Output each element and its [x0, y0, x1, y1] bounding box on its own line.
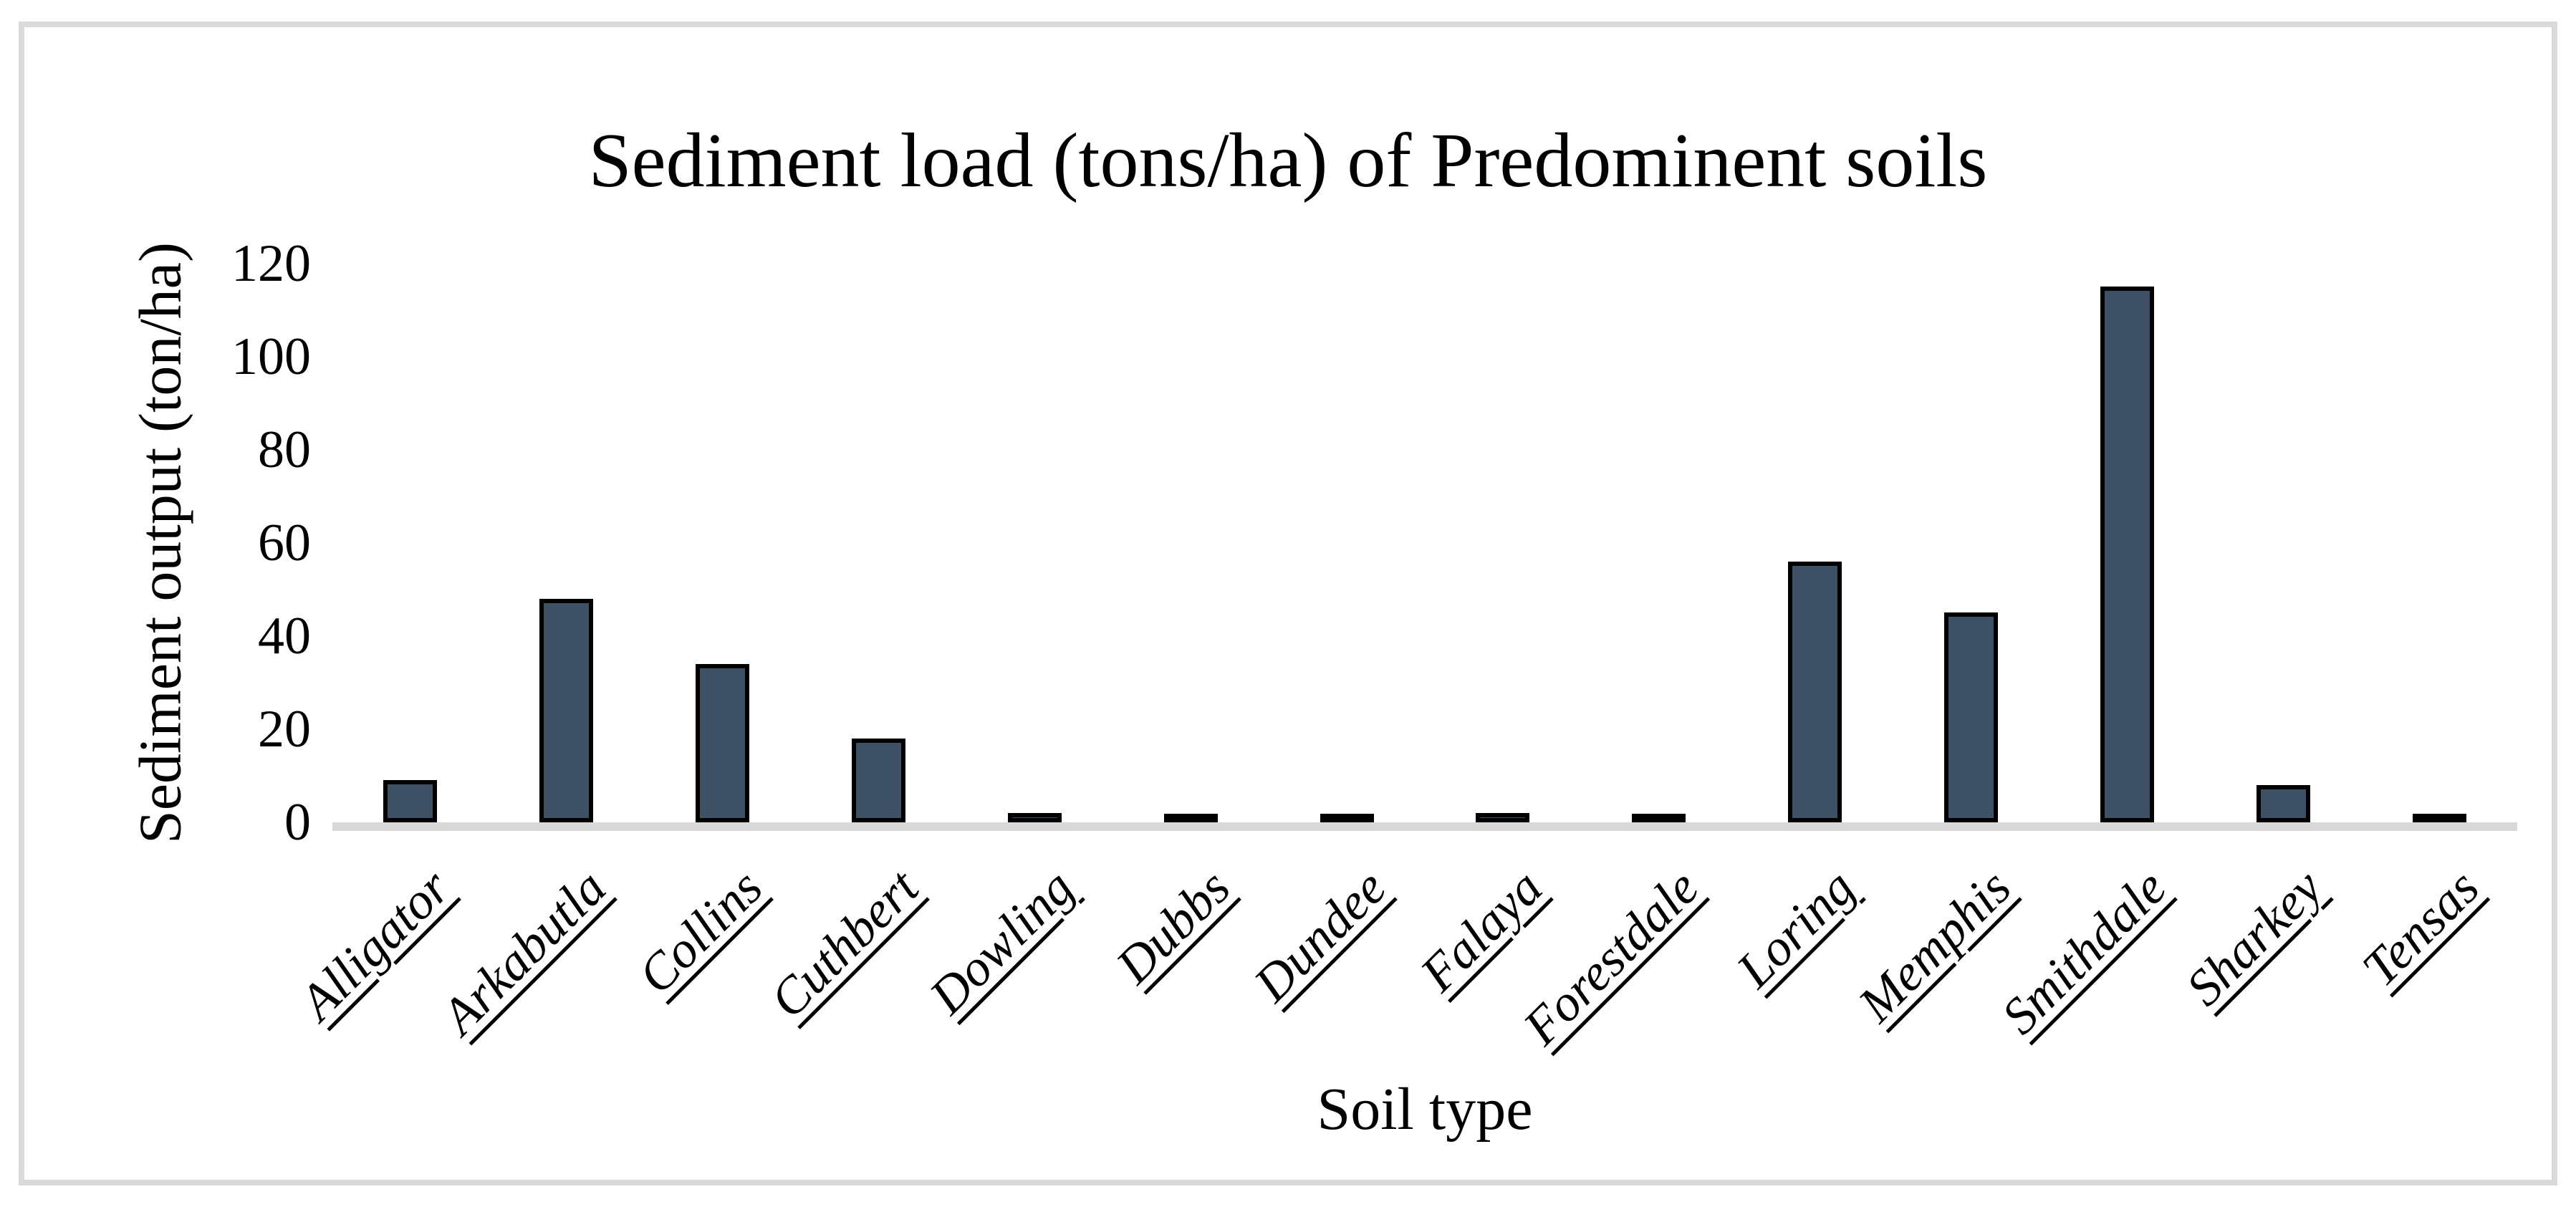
- y-tick-label-20: 20: [258, 700, 311, 759]
- bar-dowling: [1008, 813, 1062, 822]
- y-tick-label-60: 60: [258, 514, 311, 572]
- y-tick-label-40: 40: [258, 607, 311, 665]
- bar-arkabutla: [539, 599, 593, 822]
- y-tick-label-120: 120: [231, 234, 311, 293]
- bar-cuthbert: [852, 739, 905, 822]
- y-tick-label-0: 0: [284, 793, 311, 852]
- chart-border-frame: Sediment load (tons/ha) of Predominent s…: [19, 21, 2557, 1186]
- bar-dubbs: [1164, 814, 1218, 822]
- category-label-dubbs: Dubbs: [1105, 858, 1241, 995]
- category-label-sharkey: Sharkey: [2175, 858, 2334, 1017]
- bar-collins: [696, 664, 749, 822]
- bar-falaya: [1476, 813, 1529, 822]
- bar-memphis: [1944, 612, 1998, 822]
- bar-sharkey: [2257, 785, 2310, 822]
- plot-area: 0 20 40 60 80 100 120 Alligator Arkabutla Collins…: [231, 237, 2517, 1056]
- bar-dundee: [1320, 814, 1374, 822]
- x-axis-line: [332, 822, 2517, 831]
- bar-loring: [1788, 562, 1842, 822]
- chart-title: Sediment load (tons/ha) of Predominent s…: [588, 118, 1988, 203]
- category-label-falaya: Falaya: [1409, 858, 1554, 1003]
- category-label-dowling: Dowling: [918, 858, 1085, 1025]
- bar-tensas: [2413, 814, 2466, 822]
- category-label-cuthbert: Cuthbert: [759, 858, 930, 1029]
- y-tick-label-100: 100: [231, 327, 311, 386]
- category-label-arkabutla: Arkabutla: [430, 858, 617, 1045]
- y-tick-label-80: 80: [258, 420, 311, 479]
- x-axis-title: Soil type: [1317, 1076, 1533, 1143]
- category-label-loring: Loring: [1725, 858, 1866, 999]
- bar-smithdale: [2100, 287, 2154, 822]
- category-label-smithdale: Smithdale: [1990, 858, 2178, 1045]
- category-label-dundee: Dundee: [1243, 858, 1398, 1013]
- category-label-tensas: Tensas: [2350, 858, 2490, 997]
- category-label-collins: Collins: [627, 858, 774, 1005]
- bar-alligator: [383, 780, 437, 822]
- bar-forestdale: [1632, 814, 1686, 822]
